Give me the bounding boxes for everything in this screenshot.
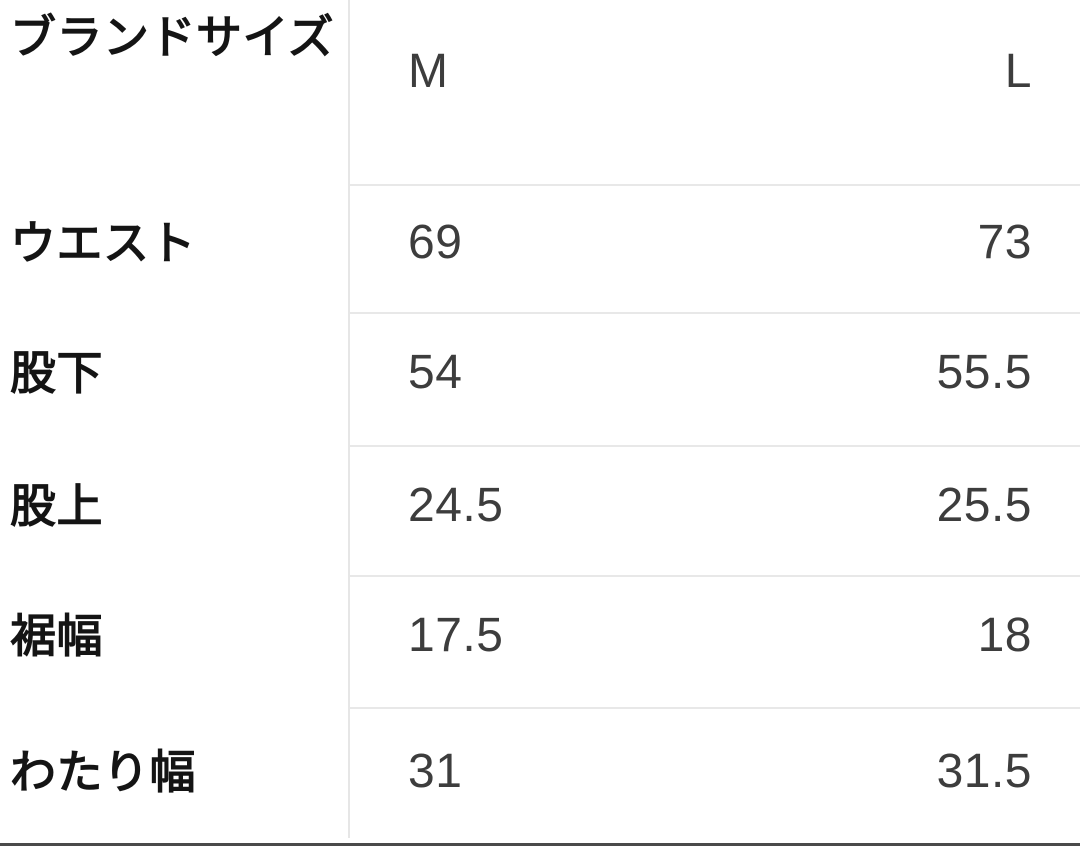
row-label-rise: 股上: [10, 480, 103, 532]
row-value-inseam-l: 55.5: [936, 346, 1032, 399]
row-separator: [350, 575, 1080, 577]
column-divider: [348, 0, 350, 838]
row-separator: [350, 312, 1080, 314]
row-separator: [350, 707, 1080, 709]
row-value-waist-l: 73: [977, 216, 1032, 269]
row-value-thigh-width-l: 31.5: [936, 745, 1032, 798]
table-row: 股上 24.5 25.5: [0, 445, 1080, 575]
row-value-rise-m: 24.5: [408, 479, 504, 532]
table-row: ウエスト 69 73: [0, 184, 1080, 312]
table-row: 股下 54 55.5: [0, 312, 1080, 445]
row-value-hem-width-m: 17.5: [408, 609, 504, 662]
header-label-brand-size: ブランドサイズ: [10, 11, 335, 63]
row-label-thigh-width: わたり幅: [10, 746, 196, 798]
row-separator: [350, 445, 1080, 447]
header-column-l: L: [1004, 45, 1032, 98]
header-column-m: M: [408, 45, 449, 98]
row-value-waist-m: 69: [408, 216, 463, 269]
table-row: わたり幅 31 31.5: [0, 707, 1080, 845]
table-header-row: ブランドサイズ M L: [0, 0, 1080, 184]
row-value-inseam-m: 54: [408, 346, 463, 399]
row-value-hem-width-l: 18: [977, 609, 1032, 662]
row-label-inseam: 股下: [10, 347, 103, 399]
row-value-thigh-width-m: 31: [408, 745, 463, 798]
table-bottom-rule: [0, 843, 1080, 846]
row-separator: [350, 184, 1080, 186]
table-row: 裾幅 17.5 18: [0, 575, 1080, 707]
row-label-waist: ウエスト: [10, 217, 196, 269]
row-label-hem-width: 裾幅: [10, 610, 103, 662]
row-value-rise-l: 25.5: [936, 479, 1032, 532]
